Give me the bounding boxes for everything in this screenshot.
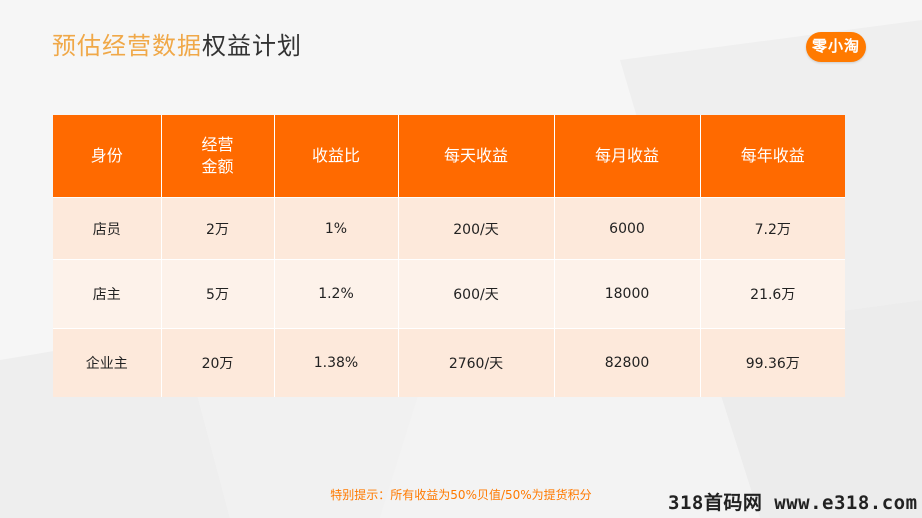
brand-logo: 零小淘 <box>806 30 868 64</box>
cell-monthly: 18000 <box>554 259 701 329</box>
header-amount-line1: 经营 <box>201 135 234 154</box>
header-amount-line2: 金额 <box>201 157 234 176</box>
header-yearly: 每年收益 <box>700 115 845 198</box>
cell-daily: 2760/天 <box>398 328 555 397</box>
table-header-row: 身份 经营金额 收益比 每天收益 每月收益 每年收益 <box>53 115 845 198</box>
earnings-table: 身份 经营金额 收益比 每天收益 每月收益 每年收益 店员 2万 1% 200/… <box>53 115 845 397</box>
cell-ratio: 1% <box>274 197 399 260</box>
table-row: 店员 2万 1% 200/天 6000 7.2万 <box>53 197 845 260</box>
cell-yearly: 99.36万 <box>700 328 845 397</box>
cell-amount: 2万 <box>161 197 275 260</box>
page-title-highlight: 预估经营数据 <box>52 32 202 60</box>
cell-identity: 企业主 <box>53 328 162 397</box>
page-title: 预估经营数据权益计划 <box>52 26 302 61</box>
cell-ratio: 1.38% <box>274 328 399 397</box>
cell-yearly: 7.2万 <box>700 197 845 260</box>
special-note: 特别提示：所有收益为50%贝值/50%为提货积分 <box>330 488 592 502</box>
header-daily: 每天收益 <box>398 115 555 198</box>
logo-text: 零小淘 <box>811 37 860 55</box>
header-identity: 身份 <box>53 115 162 198</box>
header-monthly: 每月收益 <box>554 115 701 198</box>
site-watermark: 318首码网 www.e318.com <box>668 492 918 514</box>
page-title-rest: 权益计划 <box>202 32 302 60</box>
cell-daily: 200/天 <box>398 197 555 260</box>
cell-ratio: 1.2% <box>274 259 399 329</box>
table-row: 企业主 20万 1.38% 2760/天 82800 99.36万 <box>53 328 845 397</box>
cell-identity: 店主 <box>53 259 162 329</box>
table-row: 店主 5万 1.2% 600/天 18000 21.6万 <box>53 259 845 329</box>
cell-yearly: 21.6万 <box>700 259 845 329</box>
cell-daily: 600/天 <box>398 259 555 329</box>
cell-identity: 店员 <box>53 197 162 260</box>
header-ratio: 收益比 <box>274 115 399 198</box>
cell-monthly: 6000 <box>554 197 701 260</box>
header-amount: 经营 金额 <box>161 115 275 198</box>
cell-amount: 20万 <box>161 328 275 397</box>
logo-badge <box>806 32 866 62</box>
cell-monthly: 82800 <box>554 328 701 397</box>
cell-amount: 5万 <box>161 259 275 329</box>
